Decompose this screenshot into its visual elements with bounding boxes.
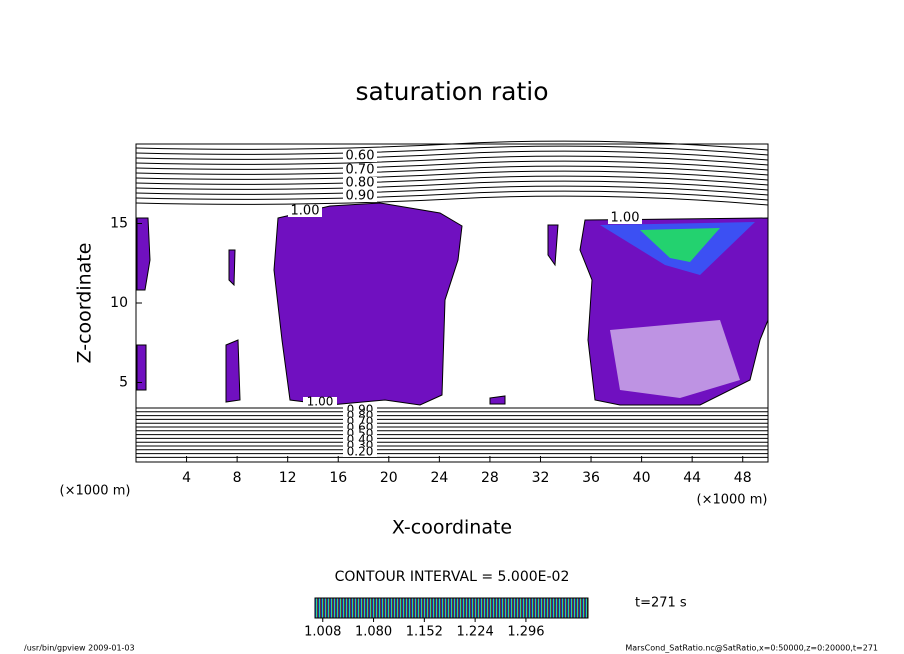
contour-label-bg	[343, 405, 377, 415]
contour-label-bg	[343, 429, 377, 439]
contour-line	[135, 180, 769, 191]
x-tick-label: 28	[481, 470, 499, 486]
colorbar-tick-label: 1.008	[304, 625, 341, 640]
contour-line	[135, 145, 769, 156]
contour-label-bg	[343, 435, 377, 445]
x-tick-label: 16	[329, 470, 347, 486]
contour-label: 0.90	[346, 189, 375, 204]
contour-line	[135, 185, 769, 196]
chart-title: saturation ratio	[355, 77, 548, 106]
contour-line	[135, 150, 769, 161]
y-axis-label: Z-coordinate	[74, 243, 96, 364]
contour-label-bg	[343, 441, 377, 451]
contour-label: 1.00	[611, 211, 640, 226]
contour-label: 0.70	[346, 163, 375, 178]
contour-label-bg	[343, 411, 377, 421]
x-tick-label: 24	[430, 470, 448, 486]
contour-label-bg	[343, 417, 377, 427]
colorbar-tick-label: 1.224	[457, 625, 494, 640]
contour-label-bg	[343, 190, 377, 202]
colorbar	[314, 597, 589, 619]
contour-label: 1.00	[307, 395, 334, 409]
x-tick-label: 32	[532, 470, 550, 486]
contour-label-bg	[343, 164, 377, 176]
contour-label-bg	[343, 447, 377, 457]
y-tick-label: 10	[110, 295, 128, 311]
contour-interval: CONTOUR INTERVAL = 5.000E-02	[335, 569, 570, 585]
footer-left: /usr/bin/gpview 2009-01-03	[24, 644, 135, 653]
time-label: t=271 s	[635, 596, 687, 611]
x-tick-label: 44	[683, 470, 701, 486]
contour-label: 1.00	[291, 204, 320, 219]
mixed-region	[610, 320, 740, 398]
x-tick-label: 36	[582, 470, 600, 486]
x-axis-label: X-coordinate	[392, 517, 512, 539]
contour-label: 0.20	[347, 445, 374, 459]
x-tick-label: 8	[233, 470, 242, 486]
contour-line	[135, 195, 769, 206]
contour-label-bg	[288, 205, 322, 217]
contour-label-bg	[608, 212, 642, 224]
colorbar-tick-label: 1.080	[355, 625, 392, 640]
footer-right: MarsCond_SatRatio.nc@SatRatio,x=0:50000,…	[625, 644, 878, 653]
contour-line	[135, 165, 769, 176]
x-tick-label: 4	[182, 470, 191, 486]
contour-label: 0.60	[346, 149, 375, 164]
contour-line	[135, 190, 769, 201]
x-unit: (×1000 m)	[697, 493, 768, 508]
x-tick-label: 20	[380, 470, 398, 486]
x-unit-left: (×1000 m)	[60, 484, 131, 499]
contour-lines	[135, 140, 769, 458]
contour-line	[135, 170, 769, 181]
contour-line	[135, 160, 769, 171]
colorbar-tick-label: 1.296	[507, 625, 544, 640]
contour-label-bg	[343, 423, 377, 433]
contour-label-bg	[343, 177, 377, 189]
contour-label-bg	[303, 397, 337, 407]
contour-label-bg	[343, 150, 377, 162]
peak-region	[640, 228, 720, 262]
contour-line	[135, 155, 769, 166]
x-tick-label: 48	[734, 470, 752, 486]
contour-line	[135, 175, 769, 186]
y-tick-label: 15	[110, 216, 128, 232]
x-tick-label: 40	[633, 470, 651, 486]
contour-label: 0.80	[346, 176, 375, 191]
x-tick-label: 12	[279, 470, 297, 486]
colorbar-tick-label: 1.152	[406, 625, 443, 640]
y-tick-label: 5	[119, 375, 128, 391]
